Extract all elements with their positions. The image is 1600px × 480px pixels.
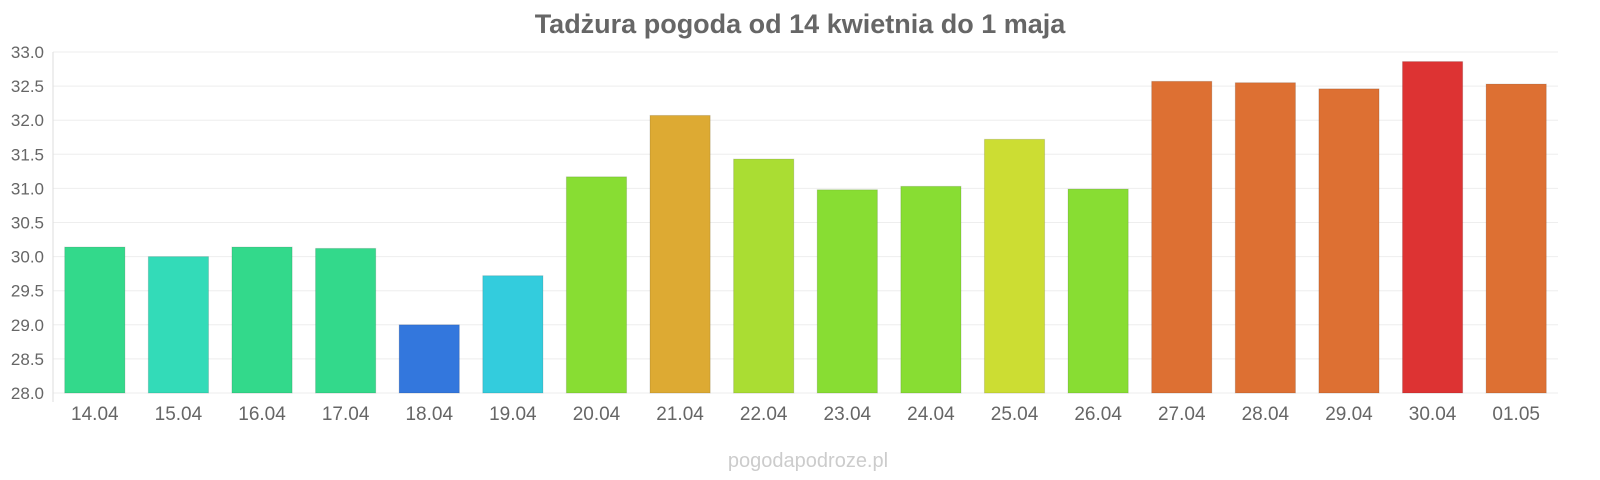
y-tick-label: 32.5 <box>11 77 44 96</box>
y-tick-label: 28.0 <box>11 384 44 403</box>
x-tick-label: 16.04 <box>238 404 286 425</box>
y-axis-ticks: 28.0 28.5 29.0 29.5 30.0 30.5 31.0 31.5 32.0 32.5… <box>11 43 44 403</box>
x-tick-label: 24.04 <box>907 404 955 425</box>
y-tick-label: 31.0 <box>11 179 44 198</box>
x-axis-ticks: 14.04 15.04 16.04 17.04 18.04 19.04 20.04 21.04… <box>71 404 1540 425</box>
y-tick-label: 33.0 <box>11 43 44 62</box>
x-tick-label: 27.04 <box>1158 404 1206 425</box>
bar-27.04 <box>1151 80 1213 394</box>
bar-18.04 <box>398 324 460 394</box>
bar-26.04 <box>1067 188 1129 394</box>
bar-16.04 <box>231 246 293 394</box>
y-tick-label: 29.0 <box>11 316 44 335</box>
x-tick-label: 25.04 <box>991 404 1039 425</box>
y-tick-label: 28.5 <box>11 350 44 369</box>
x-tick-label: 22.04 <box>740 404 788 425</box>
x-tick-label: 21.04 <box>656 404 704 425</box>
x-tick-label: 30.04 <box>1409 404 1457 425</box>
y-tick-label: 32.0 <box>11 111 44 130</box>
bar-25.04 <box>983 138 1046 394</box>
y-tick-label: 30.0 <box>11 248 44 267</box>
bar-01.05 <box>1485 83 1547 394</box>
bar-17.04 <box>315 247 377 394</box>
bar-30.04 <box>1401 61 1464 394</box>
x-tick-label: 29.04 <box>1325 404 1373 425</box>
x-tick-label: 15.04 <box>155 404 203 425</box>
chart-title: Tadżura pogoda od 14 kwietnia do 1 maja <box>535 9 1067 39</box>
bar-21.04 <box>649 114 711 394</box>
bar-14.04 <box>64 246 126 394</box>
bar-20.04 <box>565 176 628 394</box>
bar-19.04 <box>482 275 544 394</box>
x-tick-label: 14.04 <box>71 404 119 425</box>
x-tick-label: 19.04 <box>489 404 537 425</box>
y-tick-label: 30.5 <box>11 214 44 233</box>
bars <box>64 61 1547 394</box>
x-tick-label: 20.04 <box>573 404 621 425</box>
bar-24.04 <box>900 185 962 394</box>
x-tick-label: 17.04 <box>322 404 370 425</box>
bar-29.04 <box>1318 88 1380 394</box>
x-tick-label: 01.05 <box>1492 404 1540 425</box>
y-tick-label: 29.5 <box>11 282 44 301</box>
x-tick-label: 28.04 <box>1242 404 1290 425</box>
gridlines <box>53 51 1558 394</box>
bar-23.04 <box>816 189 878 394</box>
bar-22.04 <box>733 158 795 394</box>
x-tick-label: 23.04 <box>824 404 872 425</box>
y-tick-label: 31.5 <box>11 145 44 164</box>
x-tick-label: 26.04 <box>1074 404 1122 425</box>
bar-28.04 <box>1234 82 1296 394</box>
x-tick-label: 18.04 <box>405 404 453 425</box>
bar-15.04 <box>147 256 210 394</box>
source-watermark: pogodapodroze.pl <box>728 450 888 472</box>
